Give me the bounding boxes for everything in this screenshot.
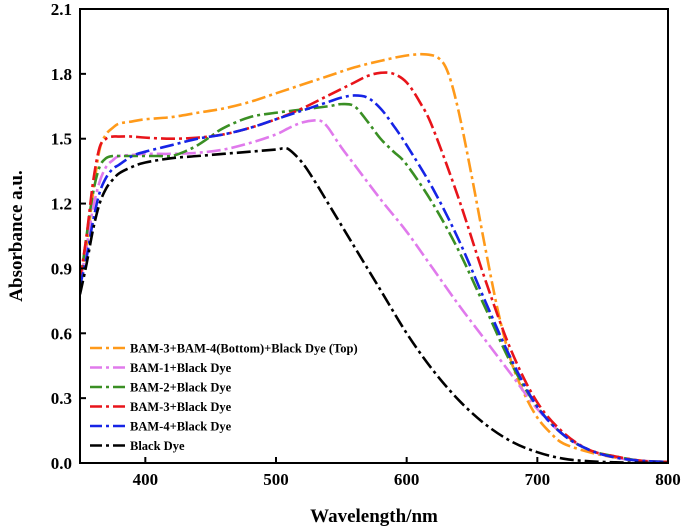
y-tick-label: 1.5 bbox=[51, 130, 72, 149]
x-axis-title: Wavelength/nm bbox=[310, 506, 438, 527]
series-layer bbox=[80, 52, 668, 463]
y-tick-label: 1.2 bbox=[51, 195, 72, 214]
series-line-bam-3-black-dye bbox=[80, 71, 668, 463]
ticks-layer: 400 500 600 700 800 0.0 0.3 0.6 0.9 1.2 1.5 1.8 2.1 bbox=[51, 0, 681, 489]
series-line-bam-3-bam-4-bottom-black-dye-top bbox=[80, 52, 668, 463]
series-line-bam-4-black-dye bbox=[80, 94, 668, 463]
plot-frame bbox=[79, 8, 669, 464]
x-tick-label: 600 bbox=[394, 470, 420, 489]
x-tick-label: 700 bbox=[525, 470, 551, 489]
y-tick-label: 0.0 bbox=[51, 454, 72, 473]
legend-label-bam-2-black-dye: BAM-2+Black Dye bbox=[130, 381, 232, 395]
x-tick-label: 800 bbox=[655, 470, 681, 489]
y-tick-label: 2.1 bbox=[51, 0, 72, 19]
x-tick-label: 500 bbox=[263, 470, 289, 489]
legend-label-bam-1-black-dye: BAM-1+Black Dye bbox=[130, 361, 232, 375]
legend-label-bam-4-black-dye: BAM-4+Black Dye bbox=[130, 420, 232, 434]
legend-label-black-dye: Black Dye bbox=[130, 439, 185, 453]
x-tick-label: 400 bbox=[133, 470, 159, 489]
y-tick-label: 0.6 bbox=[51, 324, 72, 343]
y-axis-title: Absorbance a.u. bbox=[6, 170, 27, 301]
y-tick-label: 0.3 bbox=[51, 389, 72, 408]
series-line-black-dye bbox=[80, 146, 668, 463]
legend-label-bam-3-bam-4-bottom-black-dye-top: BAM-3+BAM-4(Bottom)+Black Dye (Top) bbox=[130, 342, 358, 356]
legend: BAM-3+BAM-4(Bottom)+Black Dye (Top) BAM-1… bbox=[90, 342, 358, 453]
series-line-bam-1-black-dye bbox=[80, 118, 668, 463]
y-tick-label: 1.8 bbox=[51, 65, 72, 84]
y-tick-label: 0.9 bbox=[51, 259, 72, 278]
legend-label-bam-3-black-dye: BAM-3+Black Dye bbox=[130, 400, 232, 414]
